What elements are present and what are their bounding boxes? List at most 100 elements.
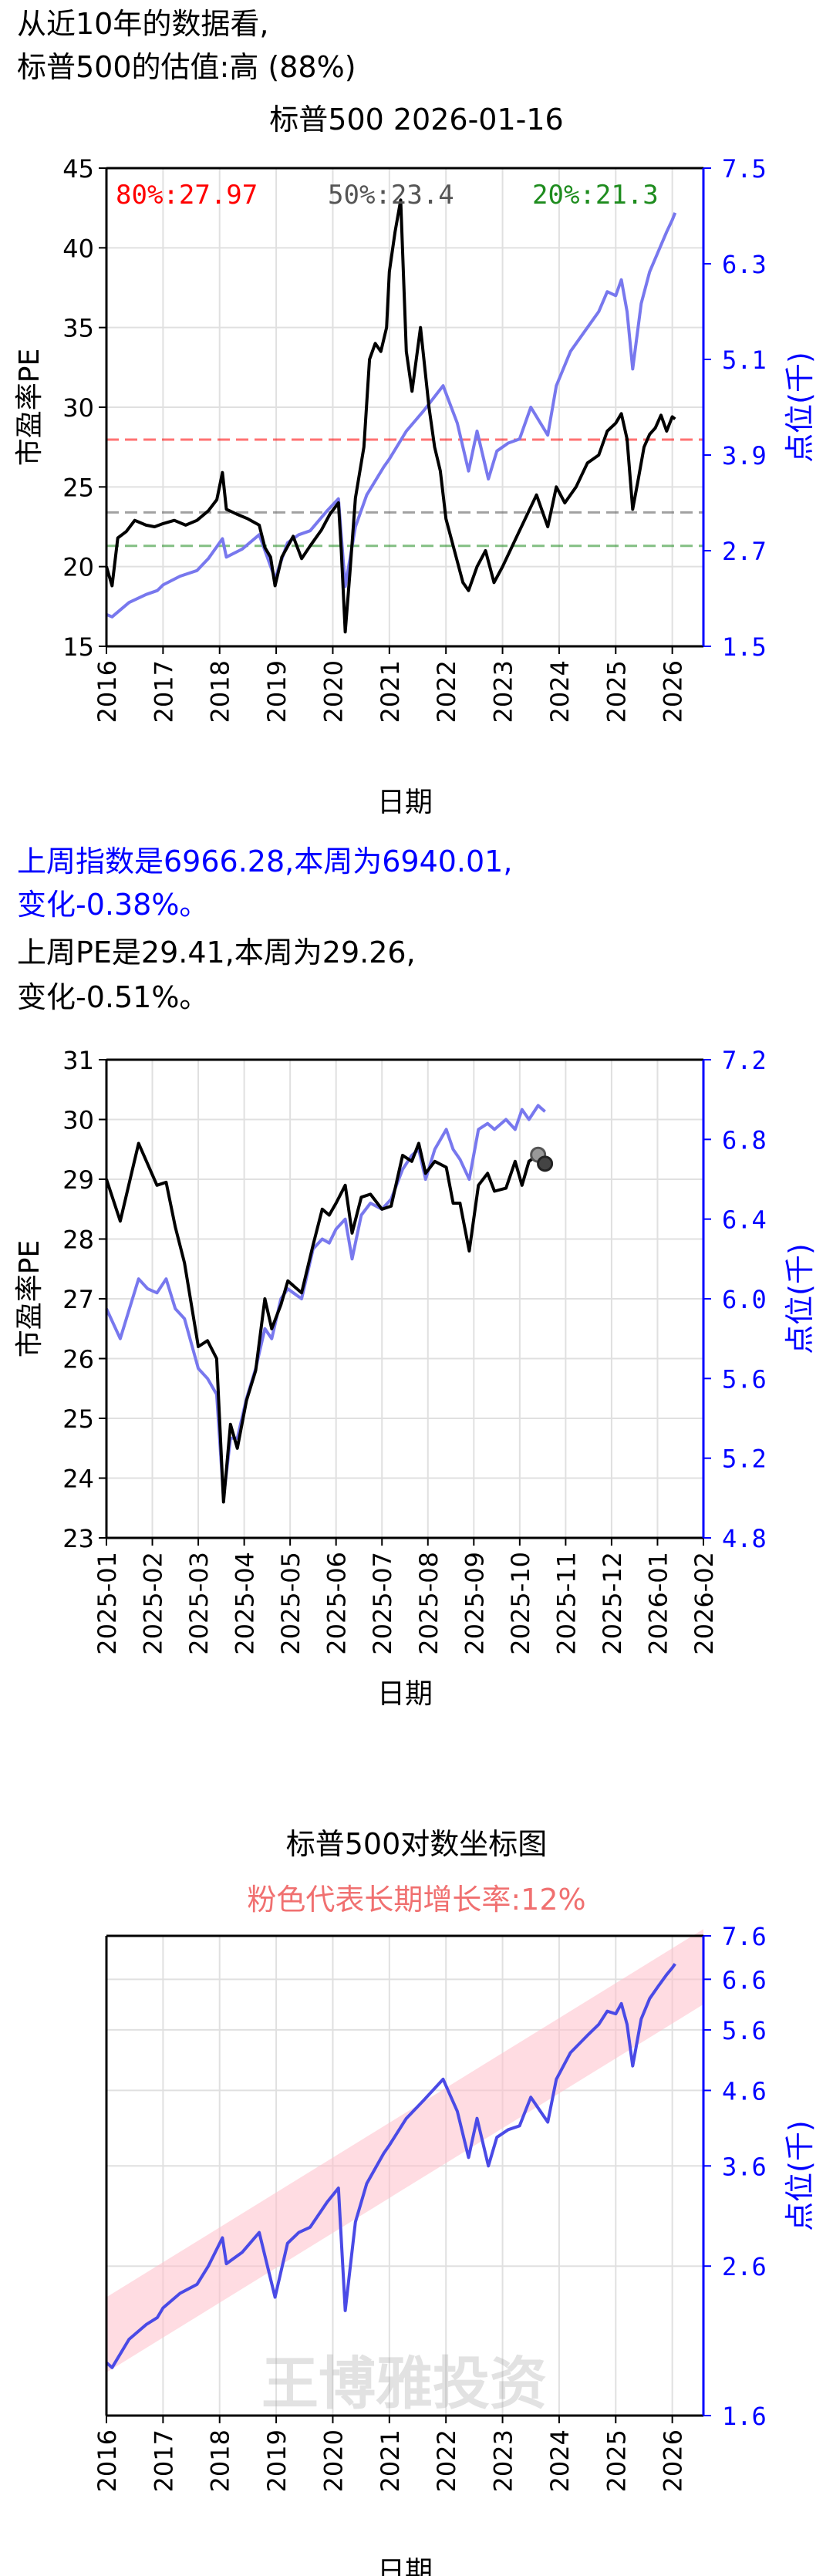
y-tick-label-right: 5.1 — [722, 346, 767, 375]
pe-series-line — [105, 1141, 547, 1504]
x-tick-label: 2025-07 — [368, 1552, 397, 1655]
x-tick-label: 2025-05 — [276, 1552, 305, 1655]
x-axis-title: 日期 — [377, 2556, 433, 2576]
x-tick-label: 2022 — [432, 660, 461, 723]
y-tick-label-left: 30 — [62, 393, 94, 423]
y-tick-label-right: 4.8 — [722, 1524, 767, 1553]
x-tick-label: 2025-12 — [598, 1552, 627, 1655]
y-tick-label-right: 1.5 — [722, 632, 767, 662]
y-tick-label-left: 40 — [62, 234, 94, 263]
x-tick-label: 2018 — [206, 660, 235, 723]
percentile-20-label: 20%:21.3 — [532, 180, 659, 211]
x-tick-label: 2026 — [659, 2429, 688, 2492]
x-tick-label: 2021 — [376, 2429, 405, 2492]
index-series-line — [105, 1963, 676, 2369]
x-tick-label: 2020 — [319, 660, 348, 723]
header-line-2: 标普500的估值:高 (88%) — [17, 50, 356, 84]
y-tick-label-right: 5.6 — [722, 1364, 767, 1394]
pe-series-line — [105, 198, 676, 634]
x-tick-label: 2025-03 — [184, 1552, 214, 1655]
current-week-pe-marker — [537, 1155, 554, 1172]
summary-pe-line: 上周PE是29.41,本周为29.26, — [17, 936, 416, 969]
trend-band — [106, 1929, 703, 2373]
x-tick-label: 2025 — [602, 2429, 631, 2492]
y-tick-label-right: 7.5 — [722, 154, 767, 184]
x-tick-label: 2021 — [376, 660, 405, 723]
index-log-chart: 2016 2017 2018 2019 2020 2021 2022 2023 2024 2025… — [93, 1922, 817, 2576]
y-tick-label-left: 30 — [62, 1106, 94, 1135]
y-tick-label-right: 6.0 — [722, 1285, 767, 1314]
y-tick-label-left: 28 — [62, 1226, 94, 1255]
x-tick-label: 2023 — [489, 2429, 518, 2492]
y-tick-label-left: 31 — [62, 1046, 94, 1075]
x-tick-label: 2025-11 — [551, 1552, 581, 1655]
y-axis-title-right: 点位(千) — [783, 1243, 817, 1354]
summary-index-change: 变化-0.38%。 — [17, 888, 208, 922]
chart3-subtitle: 粉色代表长期增长率:12% — [247, 1883, 585, 1917]
y-tick-label-right: 1.6 — [722, 2402, 767, 2431]
percentile-50-label: 50%:23.4 — [328, 180, 454, 211]
x-tick-label: 2025-01 — [93, 1552, 122, 1655]
summary-index-line: 上周指数是6966.28,本周为6940.01, — [17, 845, 512, 878]
x-tick-label: 2026-01 — [643, 1552, 673, 1655]
y-tick-label-left: 35 — [62, 314, 94, 343]
index-series-line — [105, 1104, 546, 1500]
y-tick-label-left: 45 — [62, 154, 94, 184]
y-tick-label-left: 15 — [62, 632, 94, 662]
x-axis-title: 日期 — [377, 787, 433, 818]
y-tick-label-right: 6.8 — [722, 1125, 767, 1155]
y-axis-title-right: 点位(千) — [783, 2120, 817, 2231]
y-tick-label-left: 20 — [62, 553, 94, 582]
x-tick-label: 2026 — [659, 660, 688, 723]
x-tick-label: 2016 — [93, 660, 122, 723]
y-tick-label-right: 6.4 — [722, 1205, 767, 1235]
x-tick-label: 2019 — [262, 660, 292, 723]
y-tick-label-right: 4.6 — [722, 2076, 767, 2106]
y-axis-title-right: 点位(千) — [783, 352, 817, 463]
x-tick-label: 2016 — [93, 2429, 122, 2492]
y-tick-label-right: 5.6 — [722, 2016, 767, 2045]
y-tick-label-left: 26 — [62, 1345, 94, 1374]
chart1-title: 标普500 2026-01-16 — [269, 103, 563, 137]
index-series-line — [106, 212, 677, 619]
percentile-80-label: 80%:27.97 — [116, 180, 258, 211]
y-tick-label-left: 23 — [62, 1524, 94, 1553]
y-tick-label-left: 24 — [62, 1465, 94, 1494]
x-tick-label: 2025-09 — [460, 1552, 489, 1655]
x-tick-label: 2025-10 — [506, 1552, 535, 1655]
watermark-text: 王博雅投资 — [261, 2351, 547, 2417]
x-tick-label: 2024 — [545, 2429, 575, 2492]
x-tick-label: 2023 — [489, 660, 518, 723]
x-tick-label: 2017 — [149, 2429, 178, 2492]
x-tick-label: 2017 — [149, 660, 178, 723]
chart3-title: 标普500对数坐标图 — [286, 1827, 548, 1861]
y-tick-label-right: 3.9 — [722, 441, 767, 470]
y-tick-label-right: 6.6 — [722, 1965, 767, 1994]
x-tick-label: 2019 — [262, 2429, 292, 2492]
y-tick-label-left: 25 — [62, 473, 94, 502]
y-tick-label-right: 6.3 — [722, 250, 767, 279]
y-axis-title-left: 市盈率PE — [14, 1240, 46, 1357]
x-axis-title: 日期 — [377, 1678, 433, 1710]
y-tick-label-right: 2.6 — [722, 2252, 767, 2281]
x-tick-label: 2025-06 — [322, 1552, 352, 1655]
y-tick-label-left: 27 — [62, 1285, 94, 1314]
y-tick-label-left: 25 — [62, 1404, 94, 1434]
y-tick-label-right: 3.6 — [722, 2152, 767, 2181]
y-tick-label-right: 7.2 — [722, 1046, 767, 1075]
x-tick-label: 2025-02 — [139, 1552, 168, 1655]
x-tick-label: 2018 — [206, 2429, 235, 2492]
y-tick-label-right: 5.2 — [722, 1445, 767, 1474]
x-tick-label: 2025 — [602, 660, 631, 723]
pe-index-recent-chart: 2025-01 2025-02 2025-03 2025-04 2025-05 2025-… — [14, 1046, 817, 1710]
y-tick-label-right: 2.7 — [722, 537, 767, 566]
header-line-1: 从近10年的数据看, — [17, 7, 268, 41]
y-axis-title-left: 市盈率PE — [14, 349, 46, 466]
x-tick-label: 2026-02 — [690, 1552, 719, 1655]
x-tick-label: 2024 — [545, 660, 575, 723]
x-tick-label: 2025-04 — [231, 1552, 260, 1655]
y-tick-label-right: 7.6 — [722, 1922, 767, 1951]
x-tick-label: 2020 — [319, 2429, 348, 2492]
